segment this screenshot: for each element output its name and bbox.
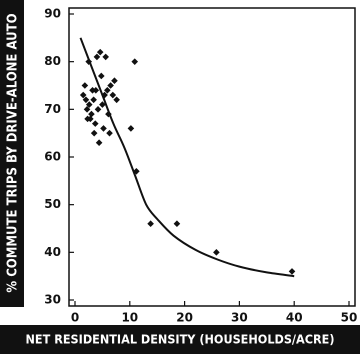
data-point [81, 82, 89, 89]
data-point [85, 58, 92, 65]
x-tick-label: 0 [71, 311, 79, 325]
data-point [94, 106, 102, 113]
data-point [95, 139, 103, 146]
trend-line-group [79, 37, 295, 278]
data-point [147, 220, 154, 228]
data-point [90, 129, 98, 137]
x-tick-label: 40 [286, 311, 303, 325]
data-point [93, 53, 101, 61]
y-axis-title-bar [0, 0, 24, 307]
y-tick-label: 70 [44, 102, 61, 116]
data-point [107, 82, 114, 89]
x-axis-title-bar [0, 325, 360, 354]
data-point [127, 125, 135, 132]
data-point [90, 96, 97, 104]
data-point [99, 101, 106, 108]
data-point [101, 91, 108, 99]
x-tick-label: 20 [176, 311, 193, 325]
data-point [109, 91, 117, 99]
data-points [79, 48, 296, 275]
data-point [131, 58, 139, 65]
data-point [98, 72, 105, 80]
x-tick-label: 10 [121, 311, 138, 325]
data-point [288, 268, 296, 275]
y-tick-label: 30 [44, 293, 61, 307]
data-point [88, 110, 95, 118]
x-tick-label: 30 [231, 311, 248, 325]
trend-line [79, 37, 295, 278]
plot-area [68, 7, 356, 307]
y-tick-label: 40 [44, 245, 61, 259]
y-tick-label: 60 [44, 150, 61, 164]
data-point [213, 249, 220, 256]
data-point [82, 96, 90, 104]
data-point [133, 168, 140, 175]
y-tick-label: 90 [44, 7, 61, 21]
data-point [100, 125, 107, 132]
data-point [79, 91, 87, 99]
data-point [104, 86, 111, 94]
data-point [96, 48, 104, 56]
data-point [87, 115, 94, 123]
y-tick-label: 80 [44, 54, 61, 68]
data-point [92, 86, 100, 94]
y-axis-title: % COMMUTE TRIPS BY DRIVE-ALONE AUTO [6, 13, 21, 292]
x-tick-label: 50 [341, 311, 358, 325]
data-point [83, 106, 91, 113]
y-axis-ticks: 30 40 50 60 70 80 90 [44, 7, 74, 307]
y-tick-label: 50 [44, 197, 61, 211]
data-point [113, 96, 120, 104]
x-axis-ticks: 0 10 20 30 40 50 [71, 301, 358, 325]
data-point [106, 129, 113, 137]
data-point [85, 101, 93, 108]
data-point [91, 120, 99, 127]
x-axis-title: NET RESIDENTIAL DENSITY (HOUSEHOLDS/ACRE… [26, 332, 335, 347]
data-point [102, 53, 109, 61]
data-point [111, 77, 118, 85]
data-point [105, 110, 112, 118]
data-point [173, 220, 181, 228]
